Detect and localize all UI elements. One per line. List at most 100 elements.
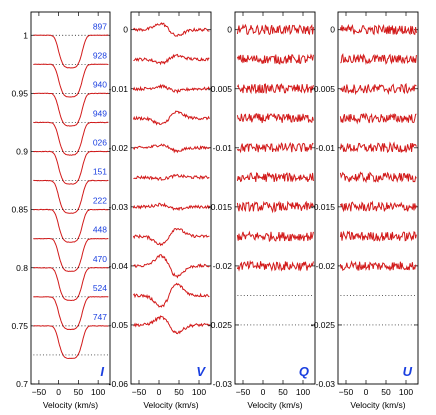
panel-i-profile (33, 150, 109, 185)
panel-i-xtick-label: 50 (74, 387, 84, 397)
panel-v-profile (132, 83, 210, 94)
panel-u-xtick-label: 50 (381, 387, 391, 397)
panel-i-frame (30, 11, 111, 385)
panel-q-xtick-label: 100 (296, 387, 310, 397)
panel-u-profile (339, 112, 417, 125)
panel-q-profile (236, 230, 314, 243)
panel-q-profile (236, 259, 314, 272)
panel-q-ytick-label: -0.015 (208, 202, 232, 212)
panel-i-observation-label: 448 (93, 225, 107, 235)
panel-v-profile (132, 22, 210, 37)
panel-u-profile (339, 230, 417, 242)
panel-i-profile (33, 179, 109, 214)
panel-q-xtick-label: −50 (236, 387, 251, 397)
panel-i-ytick-label: 1 (23, 30, 28, 40)
panel-i-observation-label: 897 (93, 21, 107, 31)
panel-q-frame (234, 11, 316, 385)
panel-u-ytick-label: -0.015 (311, 202, 335, 212)
panel-i-observation-label: 524 (93, 283, 107, 293)
panel-i-observation-label: 949 (93, 108, 107, 118)
panel-q-xtick-label: 0 (261, 387, 266, 397)
panel-q-profile (236, 141, 314, 154)
panel-u-profile (339, 141, 417, 154)
panel-i-profile (33, 266, 109, 302)
panel-v-ytick-label: -0.02 (109, 143, 129, 153)
panel-u-ytick-label: 0 (330, 25, 335, 35)
panel-u-frame (337, 11, 419, 385)
panel-v-profile (132, 110, 210, 126)
panel-i-xlabel: Velocity (km/s) (43, 400, 98, 410)
panel-q-profile (236, 171, 314, 183)
panel-i-observation-label: 222 (93, 196, 107, 206)
panel-u-xtick-label: 100 (399, 387, 413, 397)
panel-q-stokes-label: Q (299, 364, 309, 379)
panel-u-xtick-label: 0 (364, 387, 369, 397)
panel-v-profile (133, 315, 210, 335)
panel-u-stokes-label: U (403, 364, 413, 379)
panel-i-profile (33, 237, 109, 272)
panel-u-ytick-label: -0.01 (316, 143, 336, 153)
panel-u-ytick-label: -0.03 (316, 379, 336, 389)
panel-i-observation-label: 470 (93, 254, 107, 264)
panel-i-xtick-label: −50 (32, 387, 47, 397)
panel-v-xtick-label: 100 (192, 387, 206, 397)
panel-q-profile (236, 83, 314, 95)
panel-u-ytick-label: -0.025 (311, 320, 335, 330)
panel-i-profile (33, 34, 109, 69)
panel-q-profile (236, 53, 314, 65)
panel-i-profile (33, 296, 109, 331)
panel-v-xtick-label: −50 (132, 387, 147, 397)
panel-i-xtick-label: 0 (56, 387, 61, 397)
panel-i-ytick-label: 0.75 (11, 321, 28, 331)
panel-q-profile (236, 23, 314, 36)
panel-i-xtick-label: 100 (91, 387, 105, 397)
panel-i-ytick-label: 0.8 (16, 263, 28, 273)
panel-i-ytick-label: 0.9 (16, 147, 28, 157)
panel-i-observation-label: 151 (93, 167, 107, 177)
panel-q-ytick-label: -0.025 (208, 320, 232, 330)
panel-v-frame (130, 11, 212, 385)
panel-i-observation-label: 747 (93, 312, 107, 322)
panel-v-xlabel: Velocity (km/s) (143, 400, 198, 410)
panel-u-profile (340, 82, 417, 96)
panel-i-observation-label: 940 (93, 79, 107, 89)
panel-u-ytick-label: -0.02 (316, 261, 336, 271)
panel-v-profile (132, 282, 210, 308)
panel-v-profile (132, 227, 210, 247)
panel-i-profile (33, 208, 109, 243)
panel-i-ytick-label: 0.85 (11, 205, 28, 215)
panel-i-profile (33, 325, 109, 360)
panel-q-profile (236, 113, 314, 124)
panel-u-profile (339, 171, 417, 184)
panel-q-ytick-label: 0 (227, 25, 232, 35)
panel-v-profile (133, 53, 210, 66)
panel-v-ytick-label: -0.06 (109, 379, 129, 389)
panel-q-ytick-label: -0.03 (213, 379, 233, 389)
panel-i-ytick-label: 0.95 (11, 88, 28, 98)
panel-u-xtick-label: −50 (339, 387, 354, 397)
panel-u-profile (340, 52, 417, 66)
panel-v-profile (133, 254, 210, 279)
panel-i-stokes-label: I (100, 364, 104, 379)
panel-q-ytick-label: -0.005 (208, 84, 232, 94)
panel-v-stokes-label: V (196, 364, 206, 379)
panel-u-profile (339, 23, 417, 36)
panel-q-ytick-label: -0.01 (213, 143, 233, 153)
panel-i-observation-label: 026 (93, 138, 107, 148)
panel-q-xtick-label: 50 (278, 387, 288, 397)
panel-i-profile (33, 121, 109, 156)
panel-u-profile (339, 200, 417, 213)
panel-v-profile (132, 202, 210, 212)
panel-v-profile (132, 143, 210, 154)
panel-v-profile (133, 173, 210, 182)
panel-q-ytick-label: -0.02 (213, 261, 233, 271)
panel-v-ytick-label: -0.03 (109, 202, 129, 212)
panel-v-ytick-label: -0.05 (109, 320, 129, 330)
panel-i-profile (33, 63, 109, 98)
panel-i-observation-label: 928 (93, 50, 107, 60)
panel-v-ytick-label: -0.01 (109, 84, 129, 94)
panel-v-ytick-label: -0.04 (109, 261, 129, 271)
panel-u-profile (339, 260, 417, 272)
panel-v-xtick-label: 50 (174, 387, 184, 397)
